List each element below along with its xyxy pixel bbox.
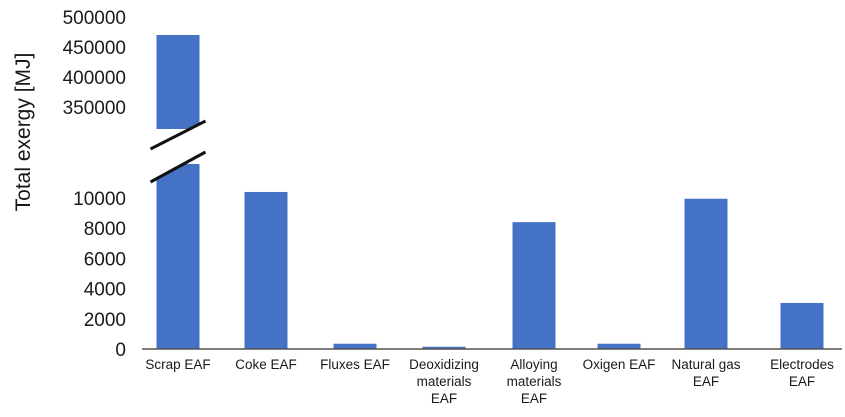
y-tick-label-lower-3: 6000 (84, 249, 126, 270)
category-label-3: Deoxidizing materials EAF (409, 357, 479, 406)
bar-1 (244, 191, 288, 349)
category-label-line: EAF (521, 391, 547, 406)
category-label-line: Electrodes (770, 357, 834, 372)
bar-0-upper (156, 35, 200, 129)
y-tick-label-lower-0: 0 (115, 340, 126, 361)
category-label-line: Natural gas (671, 357, 740, 372)
y-axis-label-group: Total exergy [MJ] (12, 53, 35, 212)
category-label-6: Natural gas EAF (671, 357, 740, 389)
y-tick-label-lower-2: 4000 (84, 280, 126, 301)
category-label-line: materials (417, 374, 472, 389)
category-label-2: Fluxes EAF (320, 357, 390, 372)
category-label-line: Fluxes EAF (320, 357, 390, 372)
bar-6 (684, 198, 728, 349)
category-label-line: EAF (693, 374, 719, 389)
y-tick-label-lower-4: 8000 (84, 219, 126, 240)
category-label-line: Scrap EAF (145, 357, 210, 372)
category-label-5: Oxigen EAF (583, 357, 656, 372)
bar-5 (597, 343, 641, 349)
y-axis-label: Total exergy [MJ] (12, 53, 35, 212)
y-tick-label-lower-1: 2000 (84, 310, 126, 331)
break-slash-top (149, 119, 207, 151)
category-label-line: materials (507, 374, 562, 389)
bars (149, 35, 824, 349)
category-label-line: Oxigen EAF (583, 357, 656, 372)
bar-0-lower (156, 164, 200, 349)
bar-3 (422, 346, 466, 349)
y-tick-label-upper-2: 450000 (63, 38, 126, 59)
category-label-line: EAF (789, 374, 815, 389)
break-slash-bottom (149, 150, 207, 184)
bar-4 (512, 222, 556, 349)
category-label-0: Scrap EAF (145, 357, 210, 372)
category-label-line: Coke EAF (235, 357, 297, 372)
category-label-4: Alloying materials EAF (507, 357, 562, 406)
category-label-line: EAF (431, 391, 457, 406)
y-tick-label-upper-0: 350000 (63, 98, 126, 119)
break-gap (150, 121, 206, 182)
bar-7 (780, 302, 824, 349)
y-axis-ticks: 0 2000 4000 6000 8000 10000 350000 400000 450000… (63, 8, 126, 361)
category-labels: Scrap EAF Coke EAF Fluxes EAF Deoxidizing ma… (145, 357, 834, 406)
bar-2 (333, 343, 377, 349)
y-tick-label-upper-1: 400000 (63, 68, 126, 89)
y-tick-label-lower-5: 10000 (73, 189, 126, 210)
category-label-line: Alloying (510, 357, 557, 372)
y-tick-label-upper-3: 500000 (63, 8, 126, 29)
category-label-7: Electrodes EAF (770, 357, 834, 389)
category-label-1: Coke EAF (235, 357, 297, 372)
category-label-line: Deoxidizing (409, 357, 479, 372)
